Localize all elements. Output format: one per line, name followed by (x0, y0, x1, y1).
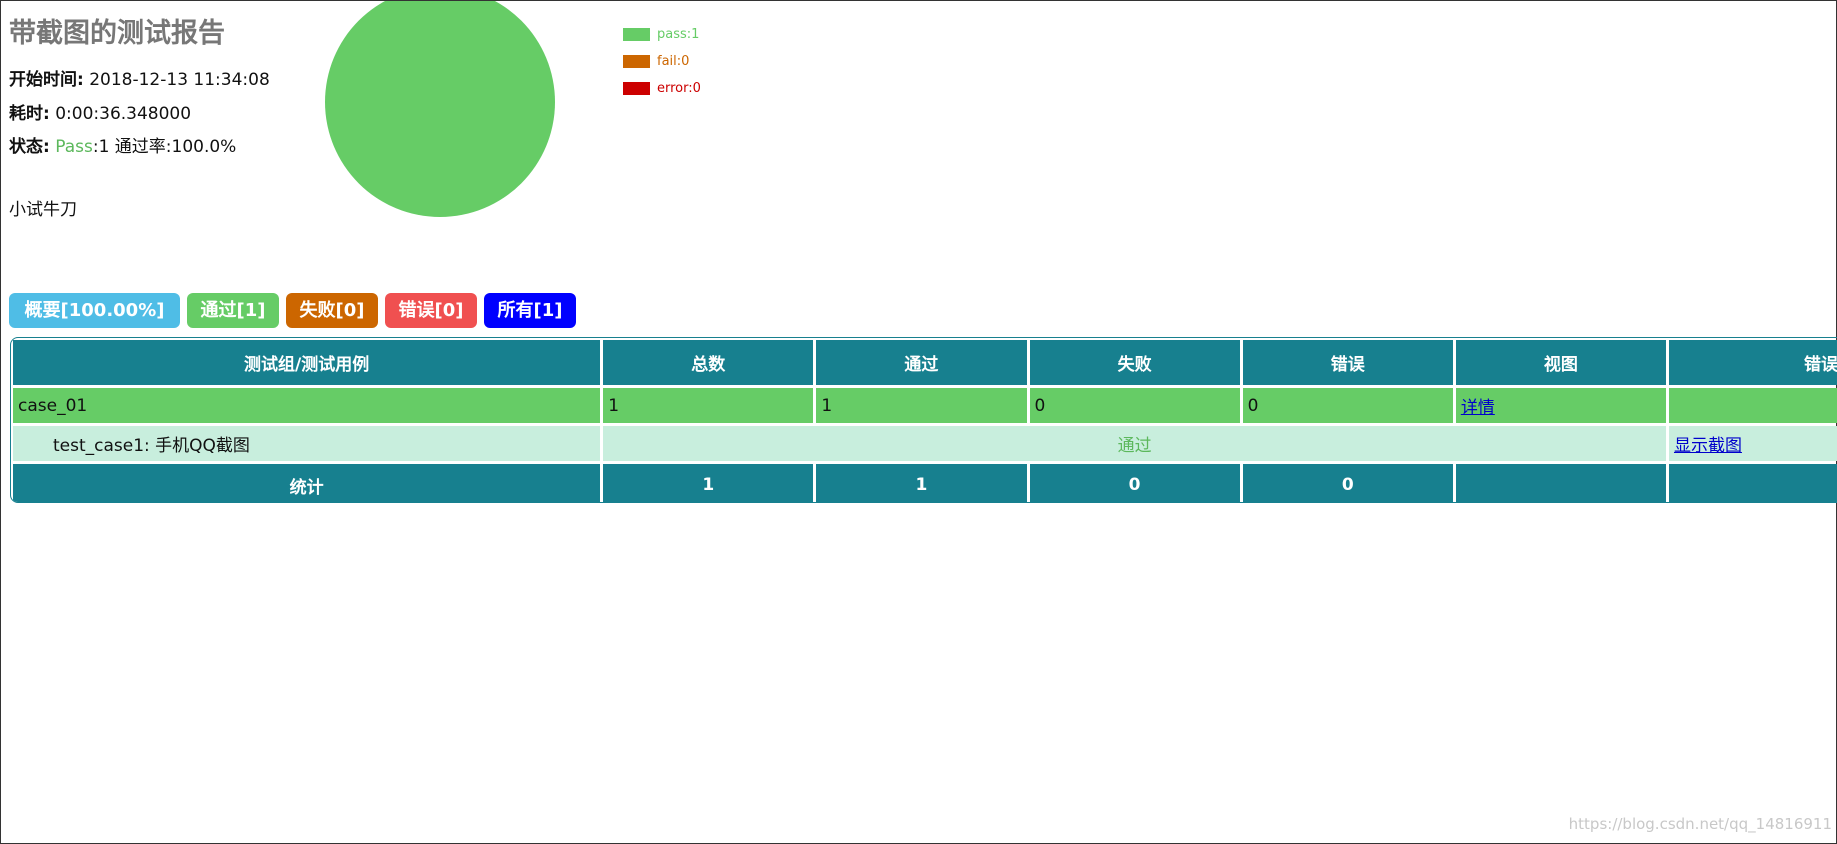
legend-swatch (623, 82, 650, 95)
cell: 详情 (1455, 388, 1666, 423)
cell: 1 (603, 388, 814, 423)
legend-label: pass:1 (657, 27, 699, 42)
label: 开始时间: (9, 70, 84, 90)
th: 测试组/测试用例 (13, 340, 601, 385)
screenshot-link[interactable]: 显示截图 (1673, 436, 1742, 456)
cell: 0 (1242, 388, 1453, 423)
cell: 0 (1242, 464, 1453, 502)
cell: 0 (1029, 388, 1240, 423)
th: 视图 (1455, 340, 1666, 385)
cell (1668, 464, 1837, 502)
cell: 1 (816, 388, 1027, 423)
th: 失败 (1029, 340, 1240, 385)
legend-swatch (623, 55, 650, 68)
description: 小试牛刀 (9, 200, 77, 220)
th: 总数 (603, 340, 814, 385)
detail-link[interactable]: 详情 (1460, 398, 1495, 418)
pie-chart: pass:1 fail:0 error:0 (325, 1, 701, 217)
value: :1 通过率:100.0% (92, 137, 237, 157)
th: 通过 (816, 340, 1027, 385)
tab[interactable]: 错误[0] (385, 293, 477, 328)
tab[interactable]: 所有[1] (484, 293, 576, 328)
start-time: 开始时间: 2018-12-13 11:34:08 (9, 65, 270, 90)
legend-label: error:0 (657, 81, 701, 96)
cell: 1 (816, 464, 1027, 502)
cell (1455, 464, 1666, 502)
legend-label: fail:0 (657, 54, 689, 69)
tab[interactable]: 概要[100.00%] (9, 293, 180, 328)
duration: 耗时: 0:00:36.348000 (9, 99, 191, 124)
value: 0:00:36.348000 (55, 104, 192, 124)
cell: 统计 (13, 464, 601, 502)
th: 错误截图 (1668, 340, 1837, 385)
tab[interactable]: 通过[1] (187, 293, 279, 328)
watermark: https://blog.csdn.net/qq_14816911 (1568, 815, 1832, 833)
tab[interactable]: 失败[0] (286, 293, 378, 328)
value: 2018-12-13 11:34:08 (89, 70, 270, 90)
cell: 显示截图 (1668, 426, 1837, 461)
cell (1668, 388, 1837, 423)
legend-swatch (623, 28, 650, 41)
cell: 1 (603, 464, 814, 502)
cell: case_01 (13, 388, 601, 423)
cell: 通过 (603, 426, 1666, 461)
label: 耗时: (9, 104, 50, 124)
report-title: 带截图的测试报告 (9, 18, 225, 49)
label: 状态: (9, 137, 50, 157)
pie-slice (325, 1, 555, 217)
pass: Pass (55, 137, 93, 157)
cell: test_case1: 手机QQ截图 (13, 426, 601, 461)
status: 状态: Pass:1 通过率:100.0% (9, 132, 236, 157)
cell: 0 (1029, 464, 1240, 502)
th: 错误 (1242, 340, 1453, 385)
